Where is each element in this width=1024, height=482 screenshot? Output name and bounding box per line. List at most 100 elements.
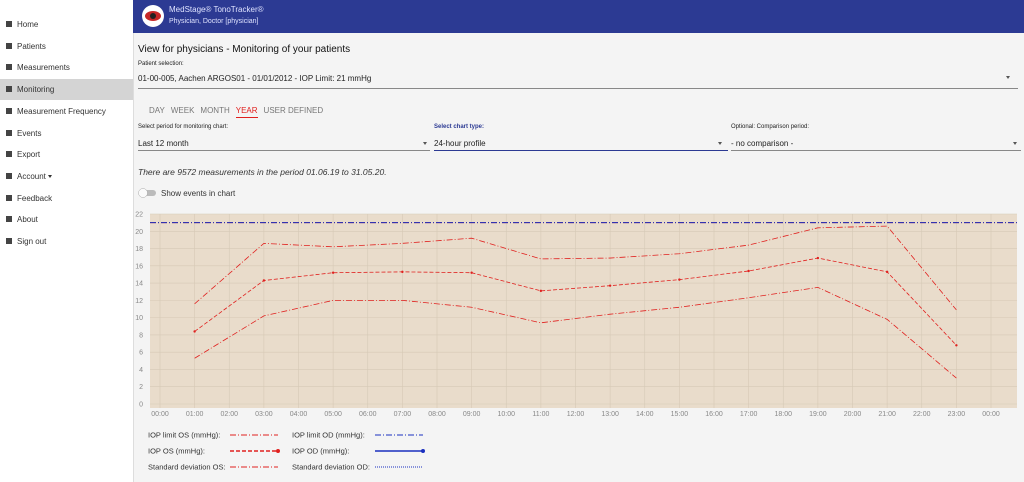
nav-icon [6, 129, 12, 136]
x-tick-label: 11:00 [532, 411, 549, 418]
select-arrows [423, 76, 1017, 145]
nav-icon [6, 151, 12, 158]
x-tick-label: 06:00 [359, 411, 377, 418]
x-tick-label: 03:00 [255, 411, 273, 418]
nav-icon [6, 107, 12, 114]
nav-item[interactable]: Measurement Frequency [0, 101, 133, 122]
nav-item[interactable]: Export [0, 144, 133, 165]
y-tick-label: 4 [139, 367, 143, 374]
tab[interactable]: WEEK [170, 106, 195, 115]
toggle-label: Show events in chart [161, 189, 236, 198]
y-tick-label: 0 [139, 402, 143, 409]
nav-icon [6, 172, 12, 179]
nav-item[interactable]: Home [0, 14, 133, 35]
point [955, 344, 958, 347]
legend-marker [421, 449, 425, 453]
x-tick-label: 16:00 [705, 411, 723, 418]
nav-label: Account [17, 171, 46, 181]
legend-label: Standard deviation OD: [292, 463, 370, 472]
toggle[interactable] [138, 188, 158, 198]
info-text: There are 9572 measurements in the perio… [138, 167, 387, 177]
patient-select[interactable]: 01-00-005, Aachen ARGOS01 - 01/01/2012 -… [138, 74, 372, 83]
series-line [194, 286, 957, 379]
chart-type-label: Select chart type: [434, 124, 485, 130]
y-tick-label: 18 [135, 246, 143, 253]
logo [142, 5, 164, 27]
y-tick-label: 10 [135, 315, 143, 322]
chart-type-select[interactable]: 24-hour profile [434, 139, 486, 148]
point [608, 284, 612, 287]
nav-icon [6, 64, 12, 71]
nav-icon [6, 21, 12, 27]
x-tick-label: 18:00 [774, 411, 792, 418]
y-tick-label: 2 [139, 384, 143, 391]
x-tick-label: 15:00 [671, 411, 689, 418]
point [747, 269, 750, 273]
point [262, 279, 266, 282]
tab[interactable]: USER DEFINED [263, 106, 324, 115]
y-tick-label: 14 [135, 281, 143, 288]
y-tick-label: 20 [135, 229, 143, 236]
select-underline [434, 150, 728, 151]
nav-icon [6, 216, 12, 223]
period-select[interactable]: Last 12 month [138, 139, 189, 148]
nav-item[interactable]: Sign out [0, 231, 133, 252]
legend-label: Standard deviation OS: [148, 463, 226, 472]
tab[interactable]: DAY [149, 106, 165, 115]
point [539, 289, 543, 293]
nav-item[interactable]: Measurements [0, 57, 133, 78]
tab[interactable]: MONTH [200, 106, 230, 115]
x-tick-label: 22:00 [913, 411, 931, 418]
legend-label: IOP limit OD (mmHg): [292, 431, 365, 440]
nav-item[interactable]: Patients [0, 36, 133, 57]
x-tick-label: 04:00 [290, 411, 308, 418]
nav-label: Feedback [17, 193, 53, 203]
x-tick-label: 23:00 [948, 411, 966, 418]
series-line [194, 257, 957, 346]
legend-label: IOP OS (mmHg): [148, 447, 205, 456]
point [470, 271, 473, 274]
nav-label: Home [17, 20, 39, 29]
nav-label: Monitoring [17, 85, 55, 95]
legend-label: IOP limit OS (mmHg): [148, 431, 220, 440]
app-title: MedStage® TonoTracker® [169, 5, 264, 14]
nav-label: Measurement Frequency [17, 106, 106, 116]
nav-item[interactable]: Events [0, 123, 133, 144]
top-bar: MedStage® TonoTracker® Physician, Doctor… [133, 0, 1024, 33]
patient-label: Patient selection: [138, 61, 184, 67]
x-tick-label: 21:00 [878, 411, 896, 418]
nav-label: Measurements [17, 63, 70, 73]
nav-label: Export [17, 150, 41, 160]
x-tick-label: 20:00 [844, 411, 862, 418]
nav-icon [6, 86, 12, 93]
point [401, 270, 404, 274]
tab[interactable]: YEAR [235, 106, 258, 118]
nav-item[interactable]: Monitoring [0, 79, 133, 101]
x-tick-label: 10:00 [497, 411, 515, 418]
nav-label: About [17, 215, 38, 225]
x-tick-label: 05:00 [324, 411, 342, 418]
x-tick-label: 00:00 [982, 411, 1000, 418]
y-tick-label: 16 [135, 263, 143, 270]
point [331, 271, 335, 274]
point [816, 256, 820, 260]
nav-item[interactable]: Feedback [0, 188, 133, 209]
page-heading: View for physicians - Monitoring of your… [138, 44, 351, 55]
point [193, 330, 196, 333]
x-tick-label: 07:00 [394, 411, 412, 418]
user-name: Physician, Doctor [physician] [169, 18, 259, 25]
legend-marker [276, 449, 280, 453]
nav-icon [6, 194, 12, 201]
plot-area [150, 214, 1017, 408]
y-tick-label: 8 [139, 332, 143, 339]
x-tick-label: 14:00 [636, 411, 654, 418]
nav-icon [6, 42, 12, 49]
nav-item[interactable]: About [0, 209, 133, 230]
nav-item[interactable]: Account [0, 166, 133, 187]
legend-label: IOP OD (mmHg): [292, 447, 349, 456]
y-tick-label: 22 [135, 212, 143, 219]
tabs: DAY WEEK MONTH YEAR USER DEFINED [149, 100, 329, 118]
comparison-select[interactable]: - no comparison - [731, 139, 794, 148]
point [678, 278, 681, 281]
